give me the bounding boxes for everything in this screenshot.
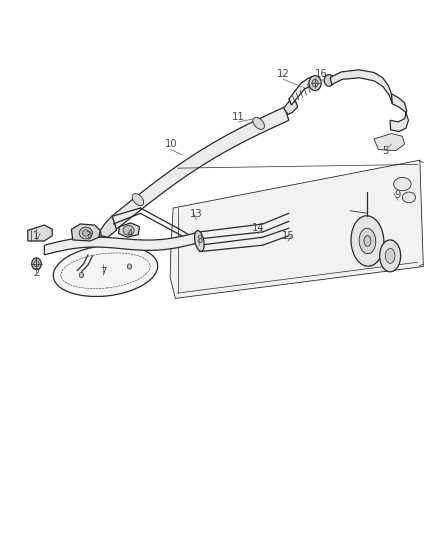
Ellipse shape xyxy=(380,240,401,272)
Ellipse shape xyxy=(351,216,384,266)
Ellipse shape xyxy=(253,117,265,130)
Text: 9: 9 xyxy=(395,190,401,200)
Text: 16: 16 xyxy=(315,69,328,79)
Ellipse shape xyxy=(194,231,204,252)
Ellipse shape xyxy=(32,258,41,270)
Text: 5: 5 xyxy=(382,146,388,156)
Ellipse shape xyxy=(309,76,321,91)
Polygon shape xyxy=(71,224,100,241)
Polygon shape xyxy=(284,101,297,115)
Ellipse shape xyxy=(324,75,334,86)
Polygon shape xyxy=(330,70,392,104)
Polygon shape xyxy=(374,134,405,151)
Polygon shape xyxy=(100,216,117,237)
Polygon shape xyxy=(289,77,318,105)
Ellipse shape xyxy=(123,225,134,235)
Text: 1: 1 xyxy=(33,231,40,241)
Ellipse shape xyxy=(394,177,411,191)
Text: 12: 12 xyxy=(277,69,290,79)
Ellipse shape xyxy=(385,248,395,263)
Text: 2: 2 xyxy=(33,268,40,278)
Ellipse shape xyxy=(82,230,89,236)
Ellipse shape xyxy=(359,228,376,254)
Polygon shape xyxy=(170,160,424,298)
Text: 13: 13 xyxy=(190,209,203,220)
Text: 8: 8 xyxy=(196,235,202,245)
Ellipse shape xyxy=(79,272,84,278)
Polygon shape xyxy=(390,94,409,132)
Text: 15: 15 xyxy=(282,231,294,241)
Text: 14: 14 xyxy=(252,223,265,233)
Text: 4: 4 xyxy=(127,229,133,239)
Polygon shape xyxy=(112,107,289,229)
Ellipse shape xyxy=(34,261,39,267)
Ellipse shape xyxy=(79,227,92,239)
Ellipse shape xyxy=(132,193,144,206)
Polygon shape xyxy=(44,232,199,255)
Ellipse shape xyxy=(403,192,416,203)
Text: 11: 11 xyxy=(232,111,245,122)
Text: 3: 3 xyxy=(85,231,91,241)
Ellipse shape xyxy=(53,245,158,296)
Ellipse shape xyxy=(312,79,318,87)
Polygon shape xyxy=(119,223,140,237)
Ellipse shape xyxy=(127,264,132,269)
Text: 10: 10 xyxy=(165,139,177,149)
Text: 7: 7 xyxy=(100,267,106,277)
Polygon shape xyxy=(28,225,52,241)
Ellipse shape xyxy=(364,236,371,246)
